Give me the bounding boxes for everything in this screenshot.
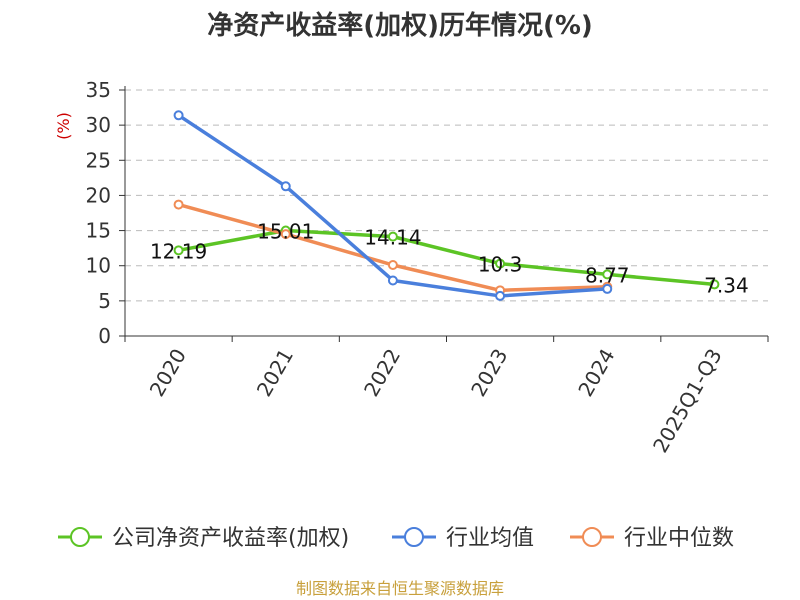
data-point-s1-3 [495,290,506,301]
y-tick-labels: 0 5 10 15 20 25 30 35 [86,78,111,348]
data-point-s0-2 [387,231,398,242]
legend-label-2: 行业中位数 [624,526,734,551]
legend-label-0: 公司净资产收益率(加权) [112,526,349,551]
legend-label-1: 行业均值 [446,526,534,551]
legend-item-0[interactable]: 公司净资产收益率(加权) [58,526,349,551]
x-tick-labels: 2020 2021 2022 2023 2024 2025Q1-Q3 [145,345,727,457]
data-point-s2-0 [173,199,184,210]
data-point-s1-0 [173,110,184,121]
legend[interactable]: 公司净资产收益率(加权) 行业均值 行业中位数 [58,526,734,551]
legend-marker-1 [404,527,424,547]
y-tick-label-35: 35 [86,78,111,102]
data-label-0: 12.19 [150,239,207,263]
y-tick-label-25: 25 [86,148,111,172]
y-tick-label-0: 0 [98,324,111,348]
series-lines [176,113,717,298]
legend-item-1[interactable]: 行业均值 [392,526,534,551]
gridlines [125,89,768,302]
axes [119,86,769,342]
y-tick-label-5: 5 [98,289,111,313]
series-points [173,110,720,301]
y-tick-label-20: 20 [86,183,111,207]
legend-item-2[interactable]: 行业中位数 [570,526,734,551]
data-label-2: 14.14 [364,226,421,250]
data-point-s0-0 [173,245,184,256]
chart-title: 净资产收益率(加权)历年情况(%) [207,10,593,41]
x-tick-label-2022: 2022 [359,345,405,401]
data-point-s2-1 [280,229,291,240]
x-tick-label-2024: 2024 [573,345,619,401]
data-label-5: 7.34 [704,273,749,297]
data-label-1: 15.01 [257,220,314,244]
x-tick-label-2023: 2023 [466,345,512,401]
y-tick-label-10: 10 [86,254,111,278]
data-point-s1-2 [387,275,398,286]
data-label-4: 8.77 [585,263,630,287]
y-axis-label: (%) [54,112,73,140]
source-note: 制图数据来自恒生聚源数据库 [296,579,504,598]
data-labels: 12.19 15.01 14.14 10.3 8.77 7.34 [150,220,749,298]
data-label-3: 10.3 [478,253,523,277]
data-point-s0-4 [602,269,613,280]
data-point-s1-4 [602,283,613,294]
data-point-s0-3 [495,258,506,269]
y-tick-label-30: 30 [86,113,111,137]
legend-marker-0 [70,527,90,547]
y-tick-label-15: 15 [86,219,111,243]
x-tick-label-2021: 2021 [252,345,298,401]
legend-marker-2 [582,527,602,547]
data-point-s1-1 [280,181,291,192]
data-point-s0-5 [709,279,720,290]
x-tick-label-2020: 2020 [145,345,191,401]
x-tick-label-2025Q1-Q3: 2025Q1-Q3 [648,345,727,457]
data-point-s2-2 [387,260,398,271]
series-line-0 [176,228,717,287]
